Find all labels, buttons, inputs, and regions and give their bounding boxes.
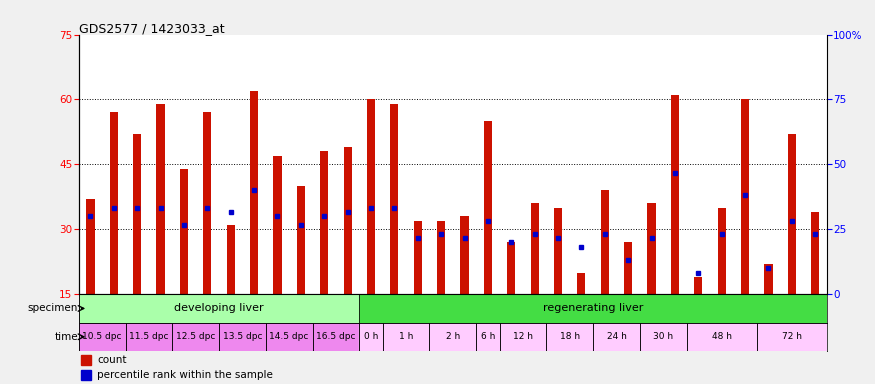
Bar <box>640 323 687 351</box>
Bar <box>219 323 266 351</box>
Bar <box>133 134 141 294</box>
Text: 14.5 dpc: 14.5 dpc <box>270 332 309 341</box>
Bar <box>437 221 445 294</box>
Bar <box>125 323 172 351</box>
Bar <box>476 323 500 351</box>
Bar <box>687 323 757 351</box>
Bar <box>125 323 172 351</box>
Bar <box>757 323 827 351</box>
Bar <box>266 323 312 351</box>
Bar <box>460 216 469 294</box>
Bar <box>180 169 188 294</box>
Text: 30 h: 30 h <box>653 332 673 341</box>
Bar <box>593 323 640 351</box>
Bar <box>484 121 492 294</box>
Bar <box>382 323 430 351</box>
Bar <box>87 199 94 294</box>
Bar <box>578 273 585 294</box>
Text: percentile rank within the sample: percentile rank within the sample <box>97 370 273 380</box>
Text: regenerating liver: regenerating liver <box>542 303 643 313</box>
Bar <box>79 323 125 351</box>
Text: 48 h: 48 h <box>711 332 732 341</box>
Bar <box>507 242 515 294</box>
Bar <box>414 221 422 294</box>
Text: 1 h: 1 h <box>399 332 413 341</box>
Bar <box>312 323 360 351</box>
Bar <box>593 323 640 351</box>
Bar <box>546 323 593 351</box>
Bar <box>273 156 282 294</box>
Bar <box>227 225 234 294</box>
Bar <box>367 99 375 294</box>
Bar <box>694 277 703 294</box>
Bar <box>172 323 219 351</box>
Bar <box>390 104 398 294</box>
Bar <box>360 323 382 351</box>
Text: 18 h: 18 h <box>560 332 580 341</box>
Text: specimen: specimen <box>28 303 78 313</box>
Text: 72 h: 72 h <box>781 332 802 341</box>
Text: 6 h: 6 h <box>480 332 495 341</box>
Bar <box>382 323 430 351</box>
Text: 13.5 dpc: 13.5 dpc <box>222 332 262 341</box>
Text: GDS2577 / 1423033_at: GDS2577 / 1423033_at <box>79 22 224 35</box>
Bar <box>266 323 312 351</box>
Bar <box>430 323 476 351</box>
Text: time: time <box>54 332 78 342</box>
Bar <box>157 104 164 294</box>
Bar <box>530 204 539 294</box>
Text: 2 h: 2 h <box>445 332 460 341</box>
Bar <box>312 323 360 351</box>
Bar <box>600 190 609 294</box>
Bar <box>757 323 827 351</box>
Text: 0 h: 0 h <box>364 332 378 341</box>
Bar <box>500 323 546 351</box>
Bar <box>788 134 796 294</box>
Bar <box>430 323 476 351</box>
Bar <box>500 323 546 351</box>
Text: developing liver: developing liver <box>174 303 264 313</box>
Bar <box>648 204 655 294</box>
Bar <box>203 113 212 294</box>
Text: 16.5 dpc: 16.5 dpc <box>316 332 355 341</box>
Bar <box>360 323 382 351</box>
Bar <box>250 91 258 294</box>
Text: 10.5 dpc: 10.5 dpc <box>82 332 122 341</box>
Text: 12 h: 12 h <box>513 332 533 341</box>
Bar <box>344 147 352 294</box>
Bar <box>624 242 633 294</box>
Text: 24 h: 24 h <box>606 332 626 341</box>
Text: 12.5 dpc: 12.5 dpc <box>176 332 215 341</box>
Bar <box>476 323 500 351</box>
Bar <box>546 323 593 351</box>
Bar <box>109 113 118 294</box>
Bar <box>79 323 125 351</box>
Bar <box>741 99 749 294</box>
Text: count: count <box>97 355 127 365</box>
Bar <box>172 323 219 351</box>
Bar <box>554 208 562 294</box>
Bar <box>360 294 827 323</box>
Bar <box>219 323 266 351</box>
Bar <box>320 151 328 294</box>
Bar <box>79 294 360 323</box>
Bar <box>765 264 773 294</box>
Bar <box>687 323 757 351</box>
Bar <box>811 212 819 294</box>
Bar <box>640 323 687 351</box>
Bar <box>718 208 725 294</box>
Bar <box>671 95 679 294</box>
Text: 11.5 dpc: 11.5 dpc <box>130 332 169 341</box>
Bar <box>297 186 305 294</box>
